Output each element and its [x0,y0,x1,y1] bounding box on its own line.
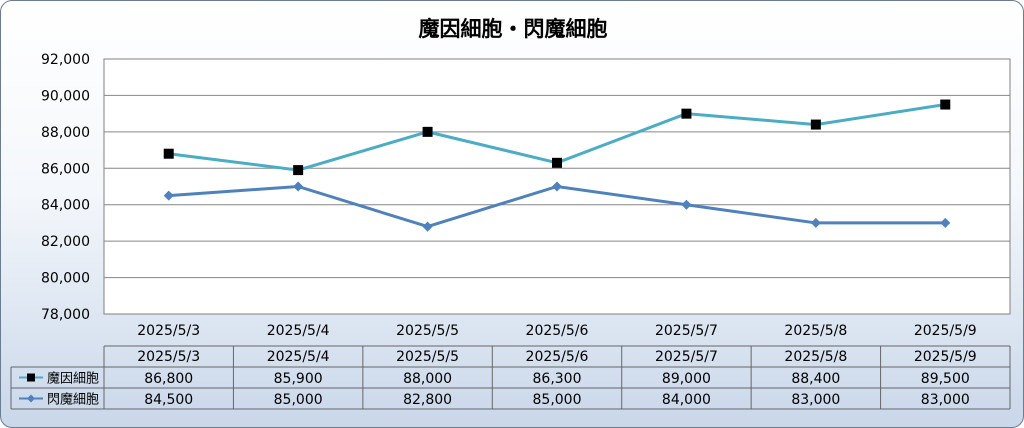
table-cell: 88,000 [403,371,452,387]
table-cell: 86,800 [144,371,193,387]
y-tick-label: 82,000 [41,234,90,250]
table-header-cell: 2025/5/8 [784,349,847,365]
table-cell: 89,000 [662,371,711,387]
table-cell: 84,000 [662,392,711,408]
data-point [163,148,174,159]
data-point [552,181,562,192]
y-tick-label: 86,000 [41,161,90,177]
data-point [293,165,304,176]
legend-marker [27,394,35,403]
data-point [163,190,174,201]
y-tick-label: 88,000 [41,125,90,141]
data-table: 2025/5/3 2025/5/4 2025/5/5 2025/5/6 2025/5/7… [10,345,1011,410]
table-header-cell: 2025/5/4 [267,349,330,365]
table-header-cell: 2025/5/3 [137,349,200,365]
table-cell: 85,000 [274,392,323,408]
data-point [810,119,821,130]
y-axis-ticks: 78,000 80,000 82,000 84,000 86,000 88,000 90,0… [41,52,90,323]
legend-marker [27,373,35,382]
data-point [552,157,562,168]
table-cell: 83,000 [791,392,840,408]
table-cell: 84,500 [144,392,193,408]
data-point [422,126,433,137]
data-point [681,108,692,119]
legend-label: 魔因細胞 [47,372,99,387]
chart-title: 魔因細胞・閃魔細胞 [419,17,608,41]
data-point [940,99,951,110]
table-cell: 89,500 [921,371,970,387]
x-tick-label: 2025/5/3 [137,323,200,339]
x-tick-label: 2025/5/9 [914,323,977,339]
data-point [810,217,821,228]
x-tick-label: 2025/5/8 [784,323,847,339]
data-point [940,217,951,228]
legend-label: 閃魔細胞 [47,393,99,408]
table-header-cell: 2025/5/9 [914,349,977,365]
table-header-cell: 2025/5/6 [526,349,589,365]
x-tick-label: 2025/5/6 [526,323,589,339]
x-axis-ticks: 2025/5/3 2025/5/4 2025/5/5 2025/5/6 2025/5/7… [137,323,976,339]
table-header-cell: 2025/5/5 [396,349,459,365]
series-layer [163,99,951,232]
table-cell: 82,800 [403,392,452,408]
y-tick-label: 78,000 [41,307,90,323]
table-cell: 85,000 [533,392,582,408]
x-tick-label: 2025/5/4 [267,323,330,339]
table-cell: 85,900 [274,371,323,387]
gridlines [104,94,1010,279]
y-tick-label: 92,000 [41,52,90,68]
data-point [681,199,692,210]
y-tick-label: 90,000 [41,88,90,104]
table-cell: 86,300 [533,371,582,387]
table-header-cell: 2025/5/7 [655,349,718,365]
table-cell: 83,000 [921,392,970,408]
table-cell: 88,400 [791,371,840,387]
y-tick-label: 84,000 [41,198,90,214]
y-tick-label: 80,000 [41,271,90,287]
data-point [422,221,433,232]
data-point [293,181,304,192]
x-tick-label: 2025/5/7 [655,323,718,339]
x-tick-label: 2025/5/5 [396,323,459,339]
